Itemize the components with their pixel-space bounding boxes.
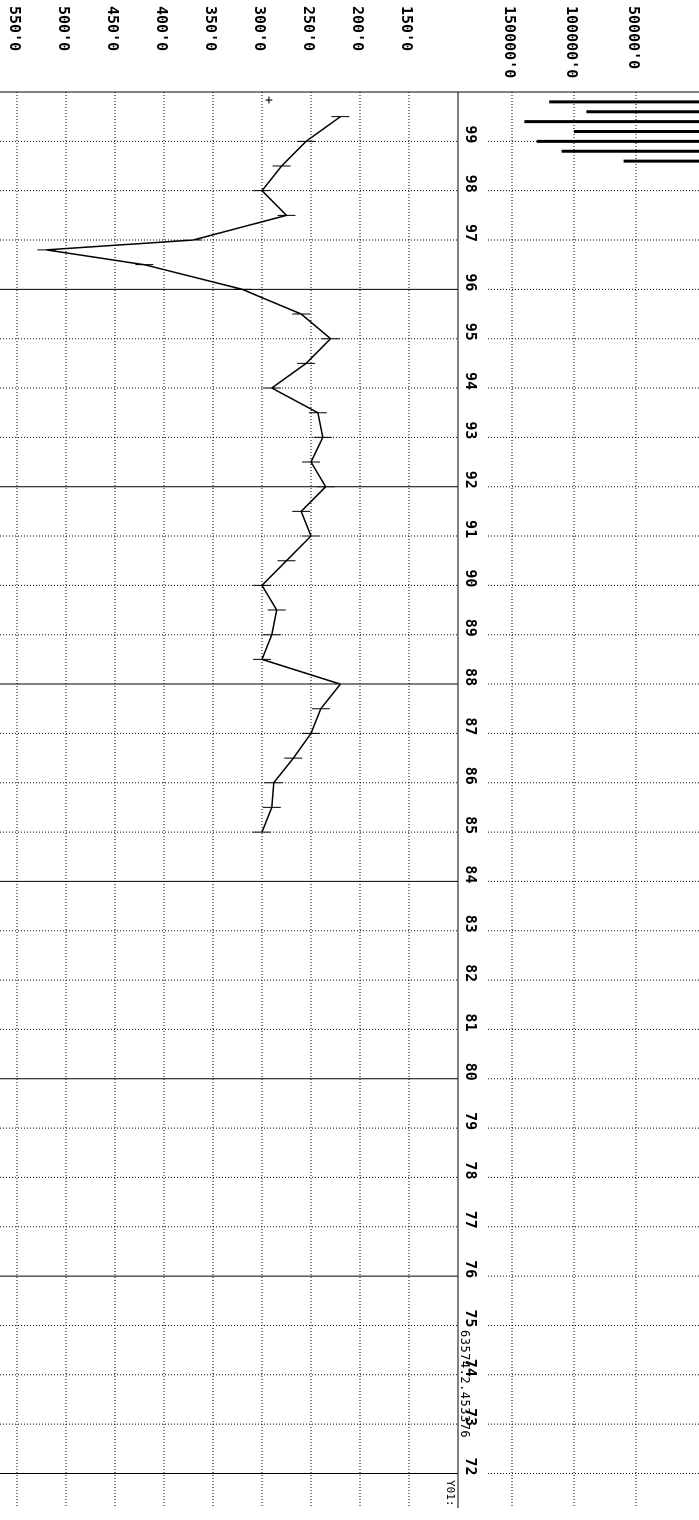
x-tick-label: 77 — [462, 1211, 480, 1229]
x-tick-label: 85 — [462, 816, 480, 834]
y-tick-label: 400'0 — [153, 6, 171, 51]
cursor-marker: + — [265, 93, 273, 108]
readout-value: 63574.2.453376 — [458, 1330, 472, 1439]
x-tick-label: 86 — [462, 767, 480, 785]
x-tick-label: 79 — [462, 1112, 480, 1130]
x-tick-label: 75 — [462, 1309, 480, 1327]
x-tick-label: 81 — [462, 1013, 480, 1031]
x-tick-label: 80 — [462, 1063, 480, 1081]
y-tick-label: 150'0 — [398, 6, 416, 51]
y-tick-label: 250'0 — [300, 6, 318, 51]
x-tick-label: 76 — [462, 1260, 480, 1278]
y-tick-label: 350'0 — [202, 6, 220, 51]
x-tick-label: 88 — [462, 668, 480, 686]
x-tick-label: 78 — [462, 1161, 480, 1179]
x-tick-label: 99 — [462, 125, 480, 143]
grid-layer — [0, 91, 699, 1508]
x-tick-label: 83 — [462, 915, 480, 933]
x-tick-label: 74 — [462, 1359, 480, 1377]
x-tick-label: 92 — [462, 471, 480, 489]
y-tick-label: 550'0 — [6, 6, 24, 51]
x-tick-label: 90 — [462, 569, 480, 587]
x-tick-label: 89 — [462, 619, 480, 637]
x-tick-label: 87 — [462, 717, 480, 735]
price-line — [46, 116, 342, 833]
x-tick-label: 95 — [462, 323, 480, 341]
x-tick-label: 98 — [462, 175, 480, 193]
x-tick-label: 72 — [462, 1457, 480, 1475]
x-tick-label: 91 — [462, 520, 480, 538]
x-tick-label: 93 — [462, 421, 480, 439]
readout-label: Y01: — [444, 1480, 457, 1507]
volume-tick-label: 50000'0 — [625, 6, 643, 69]
y-tick-label: 500'0 — [55, 6, 73, 51]
x-tick-label: 73 — [462, 1408, 480, 1426]
x-tick-label: 84 — [462, 865, 480, 883]
label-layer: 550'0 500'0 450'0 400'0 350'0 300'0 250'0 200'0… — [6, 6, 643, 1476]
x-tick-label: 97 — [462, 224, 480, 242]
series-layer — [37, 100, 699, 833]
volume-tick-label: 150000'0 — [501, 6, 519, 78]
y-tick-label: 450'0 — [104, 6, 122, 51]
x-tick-label: 96 — [462, 273, 480, 291]
x-tick-label: 82 — [462, 964, 480, 982]
volume-tick-label: 100000'0 — [563, 6, 581, 78]
y-tick-label: 300'0 — [251, 6, 269, 51]
x-tick-label: 94 — [462, 372, 480, 390]
y-tick-label: 200'0 — [349, 6, 367, 51]
